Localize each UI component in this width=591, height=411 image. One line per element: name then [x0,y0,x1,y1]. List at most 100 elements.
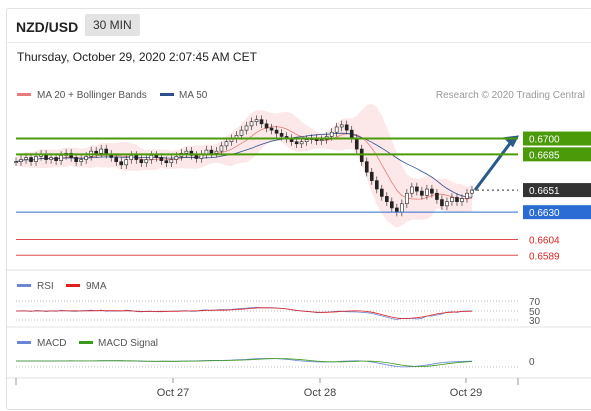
x-tick-label: Oct 28 [304,387,336,399]
candle-body [319,139,324,141]
candle-body [189,150,194,156]
level-box-0.6651 [523,183,591,198]
macd-tick-0: 0 [529,357,535,368]
candle-body [339,124,344,128]
candle-body [144,159,149,164]
candle-body [380,188,384,197]
candle-body [259,119,264,125]
candle-body [349,129,354,139]
candle-body [159,157,164,161]
timestamp: Thursday, October 29, 2020 2:07:45 AM CE… [17,50,257,64]
candle-body [194,155,199,159]
bollinger-band [16,103,472,228]
level-label-0.6630: 0.6630 [529,208,560,219]
candle-body [24,157,28,160]
chart-frame [6,8,591,410]
level-label-0.6685: 0.6685 [529,150,560,161]
macd-signal-legend-swatch [79,341,93,344]
macd-legend-label: MACD [37,338,66,349]
candle-body [244,125,249,131]
candle-body [344,124,349,131]
candle-body [465,192,469,199]
candle-body [154,155,159,158]
candle-body [354,138,359,150]
level-box-0.6685 [523,147,591,162]
candle-body [279,132,284,137]
candle-body [134,155,139,160]
candle-body [84,156,88,160]
candle-body [239,129,244,136]
timeframe-badge[interactable]: 30 MIN [85,14,140,36]
candle-body [430,188,434,194]
candle-body [299,141,304,145]
candle-body [415,186,419,192]
rsi-tick-30: 30 [529,316,541,327]
candle-body [129,155,134,160]
candle-body [29,157,33,162]
candle-body [334,126,339,133]
candle-body [410,186,414,194]
level-box-0.6630 [523,205,591,220]
candle-body [445,201,449,207]
rsi-legend-swatch [17,284,31,287]
candle-body [94,150,98,154]
rsi-9ma-line [16,307,473,319]
macd-signal-legend-label: MACD Signal [98,338,158,349]
candle-body [364,161,369,173]
candle-body [369,171,374,181]
candle-body [425,188,429,196]
level-label-0.6589: 0.6589 [529,251,560,262]
macd-signal-line [16,358,473,367]
candle-body [374,180,379,190]
candle-body [304,139,309,143]
candle-body [264,123,269,129]
candle-body [59,155,63,161]
x-tick-label: Oct 29 [450,387,482,399]
ma20-legend-swatch [17,93,31,96]
candle-body [114,157,119,162]
rsi9-legend-swatch [66,284,80,287]
rsi-tick-50: 50 [529,307,541,318]
candle-body [139,159,144,164]
chart-header: NZD/USD 30 MIN [6,8,591,43]
candle-body [249,121,254,127]
candle-body [400,203,404,213]
candle-body [294,141,299,145]
candle-body [169,159,174,164]
candle-body [455,197,459,202]
candle-body [49,157,53,160]
candle-body [274,129,279,134]
rsi-tick-70: 70 [529,297,541,308]
candle-body [149,155,154,160]
candle-body [119,161,124,166]
level-lines: 0.6700 0.6685 0.6651 0.6630 0.6604 0.6589 [16,131,591,262]
level-label-0.6700: 0.6700 [529,135,560,146]
candle-body [174,156,179,160]
candle-body [99,148,103,154]
candle-body [184,150,189,154]
ma50-line [15,132,473,198]
forecast-arrow-shaft [473,138,515,191]
pair-title: NZD/USD [16,19,79,35]
level-label-0.6651: 0.6651 [529,186,560,197]
ma50-legend-label: MA 50 [179,90,208,101]
candle-body [269,127,274,131]
forecast-arrow-head [503,135,519,148]
candle-body [219,145,224,152]
candle-body [329,131,334,137]
candle-body [460,198,464,202]
candle-body [224,141,229,147]
candle-body [440,199,444,207]
candle-body [34,156,38,162]
candle-body [164,160,169,164]
x-axis: Oct 27 Oct 28 Oct 29 [15,378,519,399]
candle-body [209,149,214,154]
candle-body [74,157,78,162]
candle-body [254,119,259,123]
candle-body [14,161,18,163]
macd-legend-swatch [17,341,31,344]
candle-body [214,150,219,154]
ma50-legend-swatch [160,93,174,96]
level-box-0.6700 [523,131,591,146]
